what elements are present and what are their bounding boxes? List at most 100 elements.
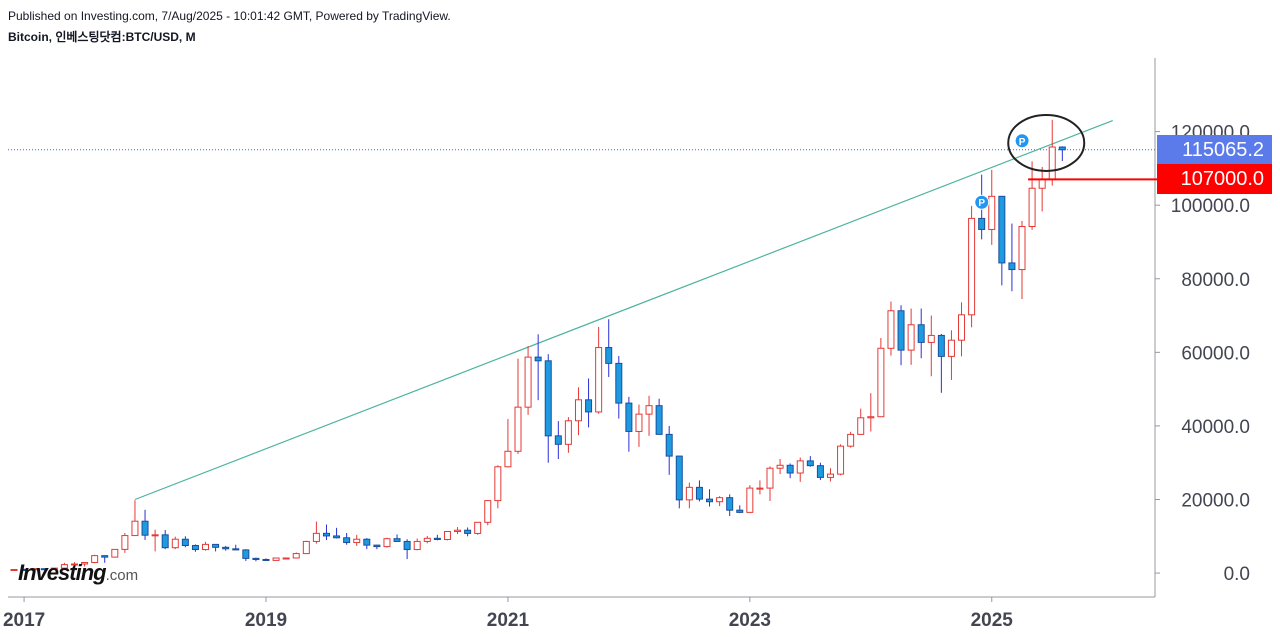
candle-body — [776, 464, 784, 469]
x-tick-label: 2025 — [971, 610, 1014, 631]
candle-body — [91, 555, 99, 564]
x-tick-label: 2017 — [3, 610, 45, 631]
candle-body — [363, 538, 371, 546]
candle-body — [70, 563, 78, 566]
candle — [917, 308, 925, 359]
candle — [302, 540, 310, 555]
candle — [30, 568, 38, 571]
candle-body — [433, 537, 441, 540]
candle — [81, 562, 89, 567]
candle-body — [333, 535, 341, 539]
candle-body — [917, 324, 925, 343]
candle-body — [353, 538, 361, 544]
candle — [343, 532, 351, 545]
candle — [847, 431, 855, 448]
candle-body — [877, 347, 885, 418]
candle — [867, 393, 875, 432]
candle-body — [927, 334, 935, 343]
candle-body — [766, 467, 774, 489]
candle-body — [1038, 178, 1046, 189]
candle-body — [867, 416, 875, 419]
circle-annotation — [1007, 113, 1086, 172]
candle — [202, 541, 210, 551]
candle-body — [171, 538, 179, 549]
candle-body — [998, 195, 1006, 264]
candle-body — [726, 497, 734, 511]
candle-body — [504, 450, 512, 468]
current-price-tag: 115065.2 — [1157, 134, 1272, 165]
candle — [373, 544, 381, 550]
candle-body — [937, 334, 945, 357]
candle-body — [292, 553, 300, 559]
candle-body — [645, 405, 653, 415]
candle-body — [968, 217, 976, 316]
candle-body — [464, 529, 472, 534]
candle — [947, 330, 955, 380]
candle — [161, 530, 169, 550]
candle-body — [534, 356, 542, 362]
candle — [292, 552, 300, 559]
candle — [726, 494, 734, 517]
candle-body — [282, 557, 290, 560]
candle — [70, 562, 78, 566]
candle-body — [484, 500, 492, 523]
candle-body — [1048, 146, 1056, 180]
p-marker-dot — [1014, 133, 1030, 149]
candle — [191, 544, 199, 552]
x-tick-label: 2023 — [729, 610, 771, 631]
candle — [595, 326, 603, 414]
candle — [433, 534, 441, 541]
annotation-layer: PP — [974, 113, 1157, 210]
candle — [333, 527, 341, 539]
candle — [464, 527, 472, 537]
candle-body — [141, 520, 149, 536]
candle-body — [857, 417, 865, 435]
candle — [877, 337, 885, 418]
candle-body — [635, 413, 643, 432]
candle-body — [978, 217, 986, 230]
candle-body — [393, 538, 401, 542]
candle-body — [524, 356, 532, 408]
candle — [60, 562, 68, 569]
candle — [212, 543, 220, 552]
candle-body — [756, 487, 764, 490]
candle — [50, 567, 58, 570]
candle — [655, 398, 663, 435]
candle — [645, 395, 653, 436]
y-tick-label: 20000.0 — [1181, 491, 1250, 512]
candle-body — [60, 564, 68, 569]
candle — [786, 463, 794, 479]
candle — [484, 500, 492, 526]
candle — [826, 468, 834, 482]
candle-body — [181, 538, 189, 546]
candle-body — [373, 544, 381, 548]
candle — [695, 480, 703, 502]
candle — [776, 459, 784, 475]
candle — [716, 496, 724, 507]
candle-body — [252, 557, 260, 560]
candle — [413, 538, 421, 551]
candle-body — [413, 540, 421, 551]
candle — [665, 425, 673, 475]
candle — [544, 354, 552, 463]
candle-body — [383, 538, 391, 548]
candle-body — [564, 420, 572, 445]
candle-body — [897, 310, 905, 351]
candle — [675, 455, 683, 509]
candle-body — [40, 568, 48, 571]
symbol-title: Bitcoin, 인베스팅닷컴:BTC/USD, M — [8, 30, 196, 44]
logo-tld: .com — [105, 567, 139, 584]
candle-body — [958, 314, 966, 341]
candle-body — [615, 362, 623, 404]
candle-body — [312, 532, 320, 542]
candle-body — [191, 544, 199, 551]
candle — [806, 456, 814, 467]
candle — [524, 346, 532, 415]
candle — [40, 568, 48, 571]
candle-body — [826, 473, 834, 478]
candle-body — [232, 548, 240, 551]
candle-body — [474, 521, 482, 534]
candle — [443, 531, 451, 541]
candle — [857, 408, 865, 435]
